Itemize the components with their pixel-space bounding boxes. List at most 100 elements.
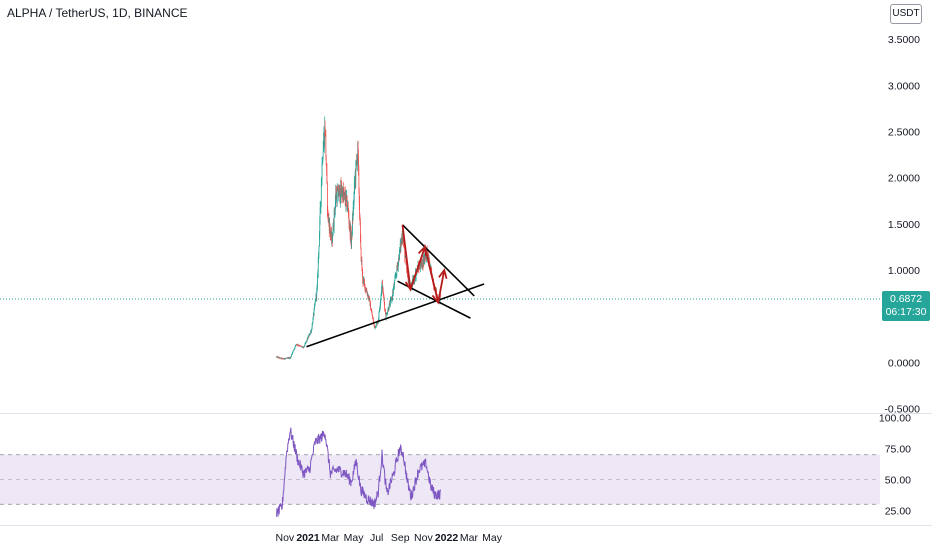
trend-drawings[interactable] [306,224,485,348]
candle-body [288,357,289,359]
candle-body [281,358,283,360]
candle-body [279,357,280,359]
candle-body [380,295,382,301]
candle-body [292,350,294,352]
candle-body [388,309,390,311]
candle-body [351,231,352,243]
candle-body [294,348,296,349]
candle-body [399,243,401,250]
candle-body [407,272,408,275]
candle-body [312,314,314,318]
candle-body [345,195,347,199]
candle-body [394,277,396,281]
price-series[interactable] [0,116,882,360]
candle-body [387,311,389,314]
candle-body [331,237,333,241]
candle-body [418,265,420,270]
candle-body [339,188,341,201]
candle-body [325,132,326,134]
candle-body [379,307,381,311]
candle-body [406,263,408,271]
candle-body [281,358,283,360]
candle-body [398,256,400,262]
candle-body [315,294,317,298]
candle-body [321,162,323,179]
rsi-axis[interactable]: 100.00 75.00 50.00 25.00 [879,413,911,518]
candle-body [423,258,425,263]
candle-body [360,221,361,236]
candle-body [367,294,369,298]
candle-body [300,345,302,347]
candle-body [328,222,330,231]
candle-body [329,224,330,231]
candle-body [304,345,305,347]
candle-body [284,358,285,360]
candle-body [370,303,371,310]
price-axis[interactable]: 3.5000 3.0000 2.5000 2.0000 1.5000 1.0000 0.00… [884,34,920,416]
candle-body [344,192,345,195]
candle-body [412,278,414,281]
candle-body [323,134,325,145]
wedge-upper-line[interactable] [401,224,475,297]
candle-body [311,324,313,329]
candle-body [367,294,368,296]
candle-body [374,324,375,328]
candle-body [365,290,367,292]
candle-body [286,357,288,359]
candle-body [420,261,422,267]
candle-body [419,265,420,269]
candle-body [383,294,384,296]
rsi-tick-label: 100.00 [879,413,911,425]
candle-body [297,345,299,347]
candle-body [344,192,346,195]
candle-body [298,345,300,347]
candle-body [309,334,310,336]
candle-body [405,256,406,258]
candle-body [284,358,286,360]
candle-body [397,261,399,267]
candle-body [342,190,343,195]
candle-body [425,255,426,259]
candle-body [389,302,391,305]
candle-body [314,301,316,305]
candle-body [388,304,390,310]
candle-body [334,209,336,212]
candle-body [306,338,308,341]
candle-body [393,284,395,289]
candle-body [386,313,388,315]
time-tick-label: May [482,532,503,544]
candle-body [280,357,282,359]
candle-body [371,312,373,316]
candle-body [380,293,382,296]
candle-body [342,189,344,201]
candle-body [354,183,356,185]
candle-body [420,261,422,264]
time-axis[interactable]: Nov 2021 Mar May Jul Sep Nov 2022 Mar May [276,532,503,544]
candle-body [401,237,403,242]
candle-body [423,256,425,263]
candle-body [321,178,323,186]
candle-body [327,210,329,220]
candle-body [336,190,338,203]
candle-body [302,346,304,348]
rsi-tick-label: 50.00 [885,475,911,487]
candle-body [427,252,429,258]
candle-body [348,217,350,224]
candle-body [408,282,409,284]
candle-body [424,255,426,259]
support-trendline[interactable] [306,283,485,348]
currency-unit-button[interactable]: USDT [890,4,922,24]
candle-body [385,314,387,319]
candle-body [364,282,365,284]
candle-body [295,345,296,347]
rsi-tick-label: 25.00 [885,506,911,518]
rsi-series[interactable] [276,427,441,517]
candle-body [377,322,378,324]
candle-body [333,224,334,229]
candle-body [324,126,326,145]
candle-body [346,196,348,199]
time-tick-label: Nov [276,532,295,544]
candle-body [392,292,394,294]
candle-body [402,236,403,241]
candle-body [382,287,384,291]
